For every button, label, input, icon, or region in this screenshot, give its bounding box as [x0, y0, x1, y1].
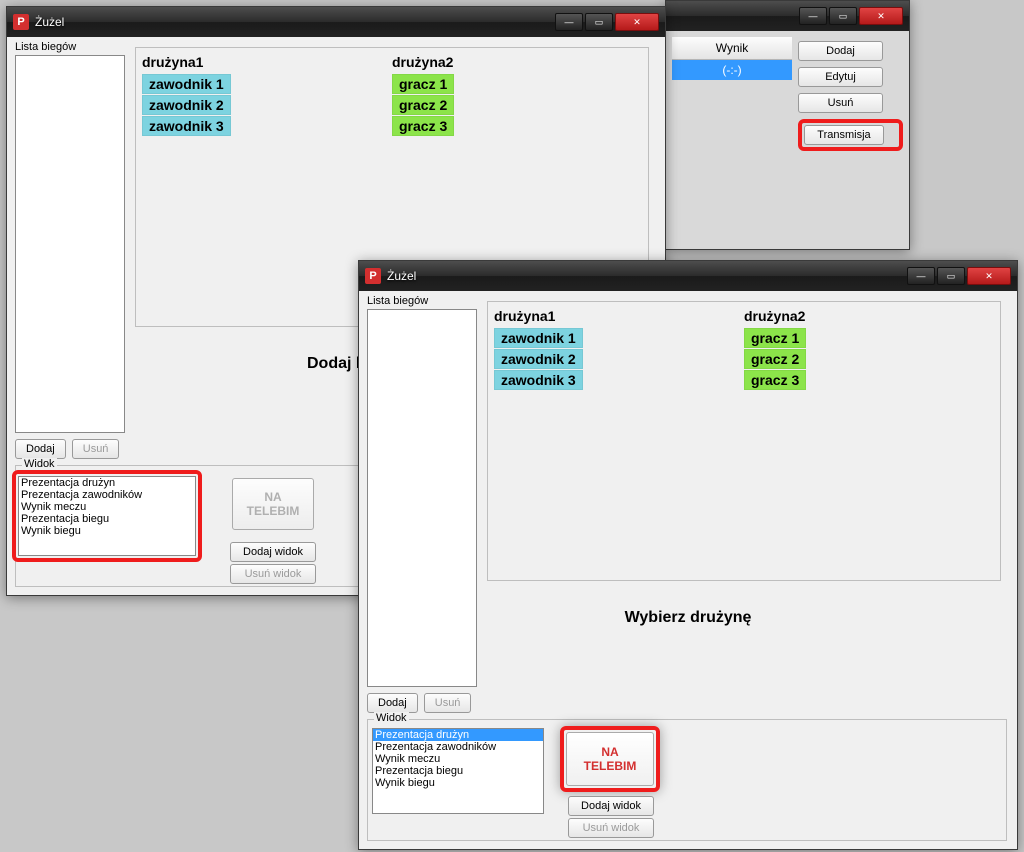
transmisja-button[interactable]: Transmisja [804, 125, 884, 145]
titlebar-2[interactable]: P Żużel — ▭ ✕ [359, 261, 1017, 291]
team2-players-2: gracz 1gracz 2gracz 3 [744, 328, 994, 391]
view-item[interactable]: Wynik meczu [19, 501, 195, 513]
usun-run-button[interactable]: Usuń [424, 693, 472, 713]
dodaj-button[interactable]: Dodaj [798, 41, 883, 61]
center-text: Wybierz drużynę [359, 609, 1017, 627]
view-item[interactable]: Wynik biegu [373, 777, 543, 789]
min-button[interactable]: — [907, 267, 935, 285]
widok-label: Widok [22, 458, 57, 470]
close-button[interactable]: ✕ [859, 7, 903, 25]
window-title: Żużel [387, 269, 907, 283]
team1-header: drużyna1 [494, 308, 744, 324]
view-list[interactable]: Prezentacja drużynPrezentacja zawodników… [18, 476, 196, 556]
view-item[interactable]: Wynik meczu [373, 753, 543, 765]
window-title: Żużel [35, 15, 555, 29]
telebim-highlight: NA TELEBIM [560, 726, 660, 792]
team1-players: zawodnik 1zawodnik 2zawodnik 3 [142, 74, 392, 137]
runs-listbox[interactable] [367, 309, 477, 687]
player-item[interactable]: gracz 3 [392, 116, 454, 136]
max-button[interactable]: ▭ [585, 13, 613, 31]
view-item[interactable]: Prezentacja zawodników [373, 741, 543, 753]
team1-header: drużyna1 [142, 54, 392, 70]
player-item[interactable]: zawodnik 1 [142, 74, 231, 94]
runs-listbox[interactable] [15, 55, 125, 433]
player-item[interactable]: zawodnik 1 [494, 328, 583, 348]
view-item[interactable]: Prezentacja biegu [19, 513, 195, 525]
result-value[interactable]: (-:-) [672, 60, 792, 80]
list-label: Lista biegów [367, 295, 477, 307]
widok-group: Widok Prezentacja drużynPrezentacja zawo… [367, 719, 1007, 841]
view-list-highlight: Prezentacja drużynPrezentacja zawodników… [12, 470, 202, 562]
view-item[interactable]: Prezentacja zawodników [19, 489, 195, 501]
usun-widok-button[interactable]: Usuń widok [568, 818, 654, 838]
player-item[interactable]: gracz 3 [744, 370, 806, 390]
player-item[interactable]: gracz 2 [744, 349, 806, 369]
dodaj-run-button[interactable]: Dodaj [367, 693, 418, 713]
close-button[interactable]: ✕ [967, 267, 1011, 285]
usun-run-button[interactable]: Usuń [72, 439, 120, 459]
telebim-button[interactable]: NA TELEBIM [566, 732, 654, 786]
view-item[interactable]: Prezentacja drużyn [373, 729, 543, 741]
teams-panel: drużyna1 zawodnik 1zawodnik 2zawodnik 3 … [487, 301, 1001, 581]
player-item[interactable]: gracz 1 [744, 328, 806, 348]
team2-header: drużyna2 [392, 54, 642, 70]
titlebar-1[interactable]: P Żużel — ▭ ✕ [7, 7, 665, 37]
team1-players-2: zawodnik 1zawodnik 2zawodnik 3 [494, 328, 744, 391]
player-item[interactable]: zawodnik 3 [142, 116, 231, 136]
team2-header: drużyna2 [744, 308, 994, 324]
min-button[interactable]: — [799, 7, 827, 25]
window-zuzel-2: P Żużel — ▭ ✕ Lista biegów Dodaj Usuń dr… [358, 260, 1018, 850]
transmisja-highlight: Transmisja [798, 119, 903, 151]
usun-widok-button[interactable]: Usuń widok [230, 564, 316, 584]
team2-players: gracz 1gracz 2gracz 3 [392, 74, 642, 137]
view-list-2[interactable]: Prezentacja drużynPrezentacja zawodników… [372, 728, 544, 814]
telebim-button[interactable]: NA TELEBIM [232, 478, 314, 530]
player-item[interactable]: gracz 1 [392, 74, 454, 94]
result-header: Wynik [672, 37, 792, 60]
close-button[interactable]: ✕ [615, 13, 659, 31]
widok-label: Widok [374, 712, 409, 724]
player-item[interactable]: zawodnik 3 [494, 370, 583, 390]
max-button[interactable]: ▭ [829, 7, 857, 25]
list-label: Lista biegów [15, 41, 125, 53]
window-background: — ▭ ✕ Wynik (-:-) Dodaj Edytuj Usuń Tran… [665, 0, 910, 250]
usun-button[interactable]: Usuń [798, 93, 883, 113]
view-item[interactable]: Prezentacja biegu [373, 765, 543, 777]
app-icon: P [365, 268, 381, 284]
max-button[interactable]: ▭ [937, 267, 965, 285]
player-item[interactable]: zawodnik 2 [494, 349, 583, 369]
app-icon: P [13, 14, 29, 30]
view-item[interactable]: Wynik biegu [19, 525, 195, 537]
dodaj-widok-button[interactable]: Dodaj widok [568, 796, 654, 816]
dodaj-widok-button[interactable]: Dodaj widok [230, 542, 316, 562]
player-item[interactable]: zawodnik 2 [142, 95, 231, 115]
dodaj-run-button[interactable]: Dodaj [15, 439, 66, 459]
center-text: Dodaj l [307, 355, 360, 373]
player-item[interactable]: gracz 2 [392, 95, 454, 115]
min-button[interactable]: — [555, 13, 583, 31]
titlebar-bg: — ▭ ✕ [666, 1, 909, 31]
edytuj-button[interactable]: Edytuj [798, 67, 883, 87]
view-item[interactable]: Prezentacja drużyn [19, 477, 195, 489]
